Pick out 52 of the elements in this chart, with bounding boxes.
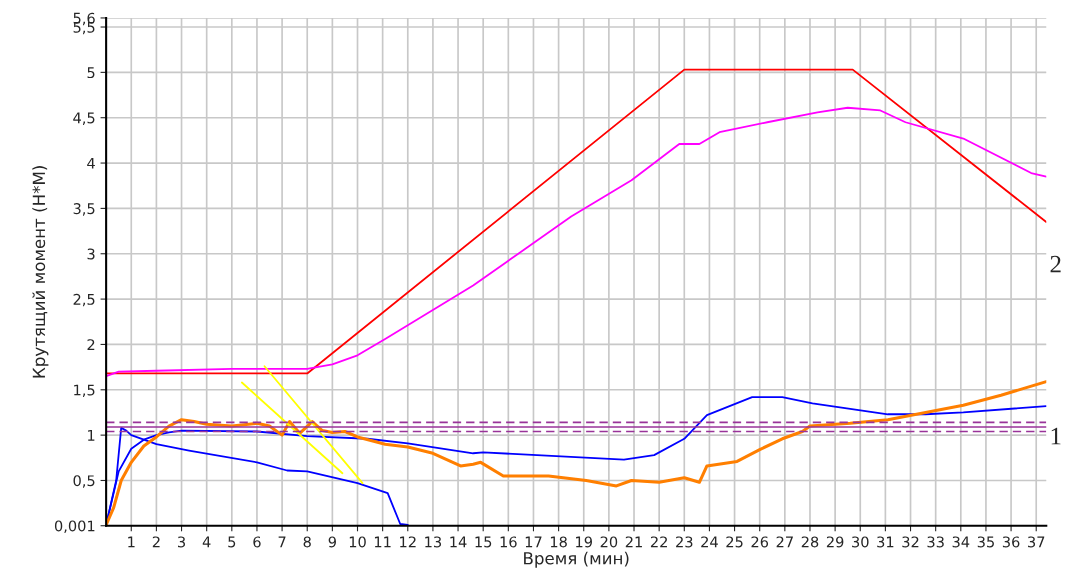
x-tick-label: 11: [374, 536, 391, 548]
x-tick-label: 6: [253, 536, 261, 548]
x-tick-label: 20: [600, 536, 618, 548]
x-tick-label: 4: [202, 536, 211, 548]
y-axis-title: Крутящий момент (Н*М): [32, 166, 49, 378]
text: 1: [1051, 427, 1061, 445]
x-tick-label: 18: [550, 536, 567, 548]
x-tick-label: 28: [801, 536, 819, 548]
x-tick-label: 26: [751, 536, 769, 548]
x-tick-label: 36: [1002, 536, 1020, 548]
y-tick-label: 3,5: [73, 203, 95, 216]
y-tick-label: 1,5: [74, 384, 95, 398]
x-tick-label: 5: [228, 536, 236, 548]
x-axis-title: Время (мин): [524, 551, 629, 568]
x-tick-label: 37: [1028, 536, 1045, 548]
y-tick-label: 2,5: [73, 293, 95, 307]
x-tick-label: 16: [500, 536, 517, 548]
x-tick-label: 12: [400, 536, 416, 548]
x-tick-label: 35: [977, 536, 994, 548]
x-tick-label: 25: [726, 536, 743, 548]
x-tick-label: 21: [625, 536, 642, 548]
x-tick-label: 29: [826, 536, 844, 548]
x-tick-label: 8: [303, 536, 311, 548]
x-tick-label: 32: [902, 536, 919, 548]
y-tick-label: 5: [87, 67, 95, 79]
x-tick-label: 1: [128, 536, 135, 548]
x-tick-label: 24: [701, 536, 718, 548]
x-tick-label: 2: [152, 536, 160, 548]
x-tick-label: 15: [475, 536, 492, 548]
y-tick-label: 0,001: [54, 520, 95, 533]
x-tick-label: 33: [927, 536, 944, 548]
x-tick-label: 31: [877, 536, 894, 548]
x-tick-label: 17: [525, 536, 542, 548]
x-tick-label: 22: [650, 536, 667, 548]
x-tick-label: 9: [328, 536, 336, 548]
text: 2: [1050, 255, 1061, 273]
x-tick-label: 23: [676, 536, 693, 548]
y-tick-label: 1: [88, 430, 95, 441]
x-tick-label: 10: [349, 536, 366, 548]
x-tick-label: 19: [576, 536, 592, 548]
y-tick-label: 4: [87, 157, 95, 169]
y-tick-label: 2: [87, 339, 95, 350]
x-tick-label: 3: [178, 536, 186, 548]
y-tick-label: 3: [87, 248, 95, 260]
x-tick-label: 34: [952, 536, 970, 548]
y-tick-label: 0,5: [73, 475, 95, 488]
x-tick-label: 7: [278, 536, 286, 548]
x-tick-label: 30: [852, 536, 869, 548]
y-tick-label: 4,5: [73, 112, 95, 125]
x-tick-label: 27: [776, 536, 793, 548]
x-tick-label: 14: [450, 536, 467, 548]
x-tick-label: 13: [425, 536, 442, 548]
